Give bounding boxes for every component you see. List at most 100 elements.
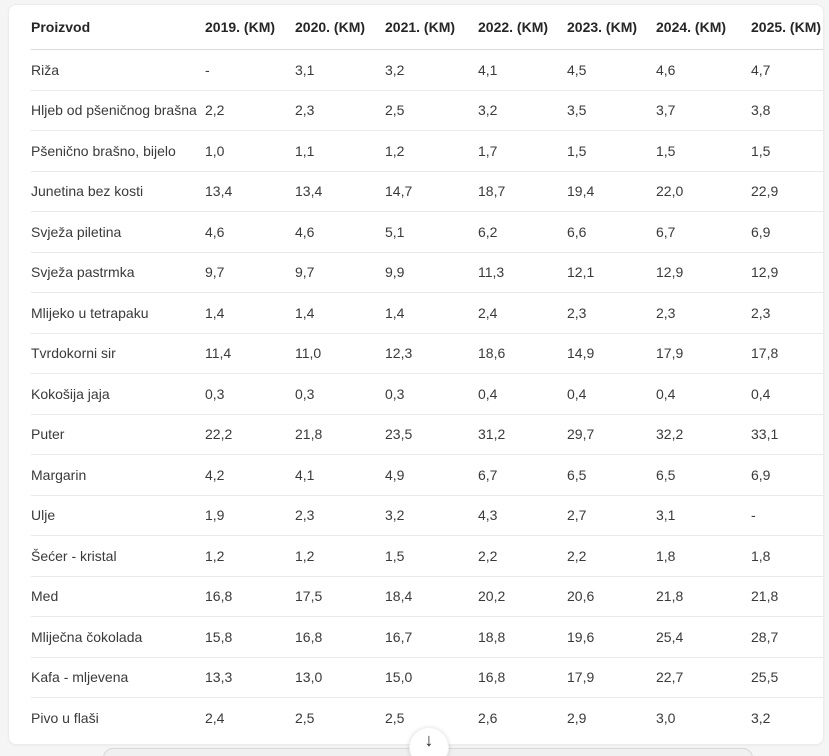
table-row: Svježa pastrmka 9,7 9,7 9,9 11,3 12,1 12,9 12,9 bbox=[31, 253, 823, 293]
price-cell: 13,0 bbox=[295, 669, 323, 686]
price-cell: 12,9 bbox=[656, 264, 684, 281]
price-cell: 3,2 bbox=[385, 61, 405, 78]
price-cell: 17,9 bbox=[567, 669, 595, 686]
price-cell: 9,7 bbox=[295, 264, 315, 281]
price-cell: 6,7 bbox=[478, 466, 498, 483]
price-cell: 14,9 bbox=[567, 345, 595, 362]
table-row: Ulje 1,9 2,3 3,2 4,3 2,7 3,1 - bbox=[31, 496, 823, 536]
price-cell: 1,9 bbox=[205, 507, 225, 524]
price-cell: 4,6 bbox=[295, 223, 315, 240]
price-cell: 1,1 bbox=[295, 142, 315, 159]
price-cell: 25,4 bbox=[656, 628, 684, 645]
price-cell: 12,9 bbox=[751, 264, 779, 281]
price-cell: 21,8 bbox=[295, 426, 323, 443]
table-row: Tvrdokorni sir 11,4 11,0 12,3 18,6 14,9 17,9 17… bbox=[31, 334, 823, 374]
price-cell: 3,1 bbox=[656, 507, 676, 524]
price-cell: 13,4 bbox=[205, 183, 233, 200]
table-row: Margarin 4,2 4,1 4,9 6,7 6,5 6,5 6,9 bbox=[31, 455, 823, 496]
price-cell: 4,5 bbox=[567, 61, 587, 78]
column-header-product: Proizvod bbox=[31, 19, 91, 35]
price-cell: 0,3 bbox=[385, 385, 405, 402]
column-header-2025: 2025. (KM) bbox=[751, 19, 822, 35]
price-cell: 1,7 bbox=[478, 142, 498, 159]
price-cell: 32,2 bbox=[656, 426, 684, 443]
price-cell: 2,3 bbox=[295, 507, 315, 524]
price-cell: 18,4 bbox=[385, 588, 413, 605]
price-cell: 4,3 bbox=[478, 507, 498, 524]
price-cell: 21,8 bbox=[656, 588, 684, 605]
price-cell: 31,2 bbox=[478, 426, 506, 443]
product-name-cell: Mliječna čokolada bbox=[31, 628, 143, 645]
price-cell: 6,5 bbox=[567, 466, 587, 483]
price-cell: 18,6 bbox=[478, 345, 506, 362]
price-cell: 1,5 bbox=[385, 547, 405, 564]
price-cell: 18,8 bbox=[478, 628, 506, 645]
price-cell: 20,6 bbox=[567, 588, 595, 605]
table-row: Mlijeko u tetrapaku 1,4 1,4 1,4 2,4 2,3 2,3 2,3 bbox=[31, 293, 823, 334]
price-cell: 6,7 bbox=[656, 223, 676, 240]
price-cell: 9,9 bbox=[385, 264, 405, 281]
price-cell: 2,6 bbox=[478, 710, 498, 727]
price-cell: 22,9 bbox=[751, 183, 779, 200]
table-row: Riža - 3,1 3,2 4,1 4,5 4,6 4,7 bbox=[31, 50, 823, 91]
price-cell: 2,2 bbox=[478, 547, 498, 564]
price-cell: 11,4 bbox=[205, 345, 232, 362]
arrow-down-icon: ↓ bbox=[424, 730, 434, 750]
column-header-2024: 2024. (KM) bbox=[656, 19, 727, 35]
price-cell: 2,7 bbox=[567, 507, 587, 524]
price-cell: 3,5 bbox=[567, 102, 587, 119]
product-name-cell: Puter bbox=[31, 426, 65, 443]
product-name-cell: Riža bbox=[31, 61, 60, 78]
price-cell: 4,9 bbox=[385, 466, 405, 483]
price-cell: 3,2 bbox=[478, 102, 498, 119]
price-cell: 2,3 bbox=[295, 102, 315, 119]
price-cell: 2,2 bbox=[205, 102, 225, 119]
price-cell: - bbox=[751, 507, 756, 524]
table-row: Hljeb od pšeničnog brašna 2,2 2,3 2,5 3,2 3,5… bbox=[31, 91, 823, 131]
product-name-cell: Ulje bbox=[31, 507, 56, 524]
price-cell: 1,5 bbox=[656, 142, 676, 159]
column-header-2019: 2019. (KM) bbox=[205, 19, 276, 35]
price-cell: 15,0 bbox=[385, 669, 413, 686]
price-cell: 12,3 bbox=[385, 345, 413, 362]
product-name-cell: Pšenično brašno, bijelo bbox=[31, 142, 176, 159]
price-cell: 15,8 bbox=[205, 628, 233, 645]
table-row: Svježa piletina 4,6 4,6 5,1 6,2 6,6 6,7 6,9 bbox=[31, 212, 823, 253]
price-cell: 16,8 bbox=[205, 588, 233, 605]
table-row: Pivo u flaši 2,4 2,5 2,5 2,6 2,9 3,0 3,2 bbox=[31, 698, 823, 739]
price-cell: 13,4 bbox=[295, 183, 323, 200]
price-cell: 1,4 bbox=[295, 304, 315, 321]
table-row: Med 16,8 17,5 18,4 20,2 20,6 21,8 21,8 bbox=[31, 577, 823, 617]
price-cell: 2,4 bbox=[205, 710, 225, 727]
price-cell: 12,1 bbox=[567, 264, 595, 281]
price-cell: 0,4 bbox=[478, 385, 498, 402]
product-name-cell: Mlijeko u tetrapaku bbox=[31, 304, 149, 321]
price-cell: 2,5 bbox=[295, 710, 315, 727]
price-cell: 16,7 bbox=[385, 628, 413, 645]
price-cell: 6,9 bbox=[751, 466, 771, 483]
price-cell: 4,1 bbox=[478, 61, 498, 78]
price-cell: 2,9 bbox=[567, 710, 587, 727]
price-cell: 0,3 bbox=[295, 385, 315, 402]
table-row: Kafa - mljevena 13,3 13,0 15,0 16,8 17,9 22,7 2… bbox=[31, 658, 823, 698]
price-cell: 13,3 bbox=[205, 669, 233, 686]
price-cell: 1,5 bbox=[567, 142, 587, 159]
price-cell: 4,2 bbox=[205, 466, 225, 483]
price-cell: 16,8 bbox=[478, 669, 506, 686]
price-cell: 19,6 bbox=[567, 628, 595, 645]
price-cell: 1,4 bbox=[385, 304, 405, 321]
price-cell: 17,9 bbox=[656, 345, 684, 362]
table-header-row: Proizvod 2019. (KM) 2020. (KM) 2021. (KM… bbox=[31, 5, 823, 50]
product-name-cell: Tvrdokorni sir bbox=[31, 345, 116, 362]
price-cell: 6,5 bbox=[656, 466, 676, 483]
price-cell: 20,2 bbox=[478, 588, 506, 605]
price-table-card: Proizvod 2019. (KM) 2020. (KM) 2021. (KM… bbox=[8, 4, 824, 745]
price-cell: 0,4 bbox=[656, 385, 676, 402]
price-cell: 6,9 bbox=[751, 223, 771, 240]
column-header-2023: 2023. (KM) bbox=[567, 19, 638, 35]
price-cell: 1,2 bbox=[295, 547, 315, 564]
price-cell: 19,4 bbox=[567, 183, 595, 200]
price-cell: 3,8 bbox=[751, 102, 771, 119]
column-header-2020: 2020. (KM) bbox=[295, 19, 366, 35]
price-cell: 22,2 bbox=[205, 426, 233, 443]
